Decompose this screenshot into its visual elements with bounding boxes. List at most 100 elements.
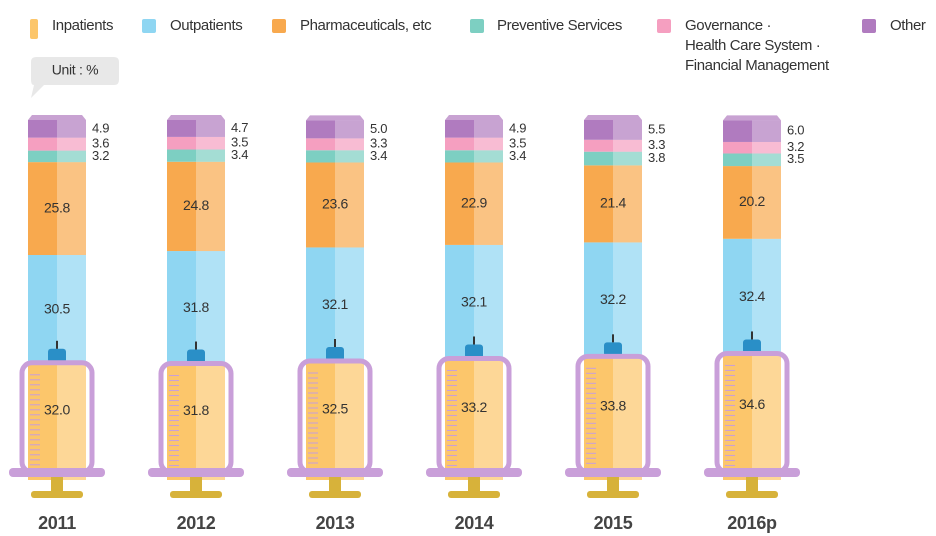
bar-highlight	[474, 120, 503, 138]
bar-highlight	[613, 242, 642, 359]
bar-highlight	[474, 150, 503, 163]
syringe-flange	[287, 468, 383, 477]
legend-swatch	[272, 19, 286, 33]
plunger-rod	[607, 477, 619, 491]
value-label: 20.2	[739, 193, 766, 209]
bar-highlight	[752, 141, 781, 154]
bar-highlight	[613, 139, 642, 152]
bar-segment	[723, 141, 781, 154]
bar-highlight	[474, 162, 503, 245]
x-tick-label: 2016p	[727, 513, 777, 533]
bar-highlight	[335, 363, 364, 480]
bar-segment	[584, 139, 642, 152]
plunger-plate	[587, 491, 639, 498]
bar-highlight	[613, 165, 642, 243]
x-tick-label: 2012	[177, 513, 216, 533]
bar-segment	[723, 153, 781, 167]
bar-highlight	[752, 238, 781, 356]
bar-segment	[584, 165, 642, 243]
syringe-flange	[148, 468, 244, 477]
bar-segment	[28, 150, 86, 163]
value-label: 4.9	[92, 120, 109, 135]
bar-segment	[445, 162, 503, 245]
value-label: 3.3	[648, 137, 665, 152]
bar-highlight	[752, 355, 781, 480]
bar-highlight	[196, 136, 225, 150]
legend-swatch	[470, 19, 484, 33]
bar-segment	[167, 136, 225, 150]
legend-label: Pharmaceuticals, etc	[300, 17, 432, 34]
bar-segment	[167, 161, 225, 252]
value-label: 32.1	[461, 293, 488, 309]
legend-label: Preventive Services	[497, 17, 622, 34]
plunger-rod	[468, 477, 480, 491]
value-label: 3.4	[370, 148, 387, 163]
bar-segment	[584, 120, 642, 140]
bar-cap	[445, 115, 503, 120]
bar-highlight	[474, 360, 503, 480]
value-label: 33.2	[461, 399, 488, 415]
legend-label: Governance · Health Care System · Financ…	[685, 17, 829, 74]
value-label: 32.0	[44, 402, 71, 418]
bar-segment	[28, 120, 86, 138]
bar-segment	[723, 166, 781, 239]
legend-swatch	[30, 19, 38, 39]
bar-highlight	[57, 120, 86, 138]
bar-highlight	[57, 255, 86, 365]
value-label: 4.7	[231, 120, 248, 135]
legend-label: Other	[890, 17, 926, 34]
bar-highlight	[752, 166, 781, 239]
bar-highlight	[335, 162, 364, 248]
bar-cap	[306, 115, 364, 121]
value-label: 5.5	[648, 121, 665, 136]
unit-note: Unit : %	[52, 62, 99, 78]
value-label: 5.0	[370, 121, 387, 136]
bar-segment	[306, 138, 364, 151]
plunger-plate	[726, 491, 778, 498]
bar-highlight	[196, 365, 225, 480]
value-label: 32.5	[322, 401, 349, 417]
value-label: 3.4	[509, 148, 526, 163]
bar-highlight	[196, 161, 225, 252]
legend-swatch	[142, 19, 156, 33]
value-label: 24.8	[183, 197, 210, 213]
bar-cap	[584, 115, 642, 120]
value-label: 31.8	[183, 402, 210, 418]
x-tick-label: 2014	[455, 513, 494, 533]
value-label: 23.6	[322, 196, 349, 212]
syringe-hub	[326, 347, 344, 361]
bar-highlight	[613, 358, 642, 480]
value-label: 3.2	[787, 139, 804, 154]
value-label: 32.4	[739, 288, 766, 304]
value-label: 3.5	[509, 135, 526, 150]
bar-segment	[723, 355, 781, 480]
bar-segment	[306, 120, 364, 139]
x-tick-label: 2015	[594, 513, 633, 533]
bar-segment	[584, 151, 642, 166]
value-label: 3.5	[231, 135, 248, 150]
bar-highlight	[335, 138, 364, 151]
plunger-rod	[190, 477, 202, 491]
value-label: 21.4	[600, 195, 627, 211]
plunger-plate	[309, 491, 361, 498]
syringe-flange	[426, 468, 522, 477]
value-label: 34.6	[739, 396, 766, 412]
legend-label: Inpatients	[52, 17, 114, 34]
bar-cap	[28, 115, 86, 120]
bar-segment	[723, 120, 781, 142]
value-label: 3.4	[231, 147, 248, 162]
value-label: 32.2	[600, 291, 627, 307]
plunger-plate	[170, 491, 222, 498]
bar-segment	[306, 150, 364, 163]
unit-callout	[31, 57, 119, 98]
legend-label: Outpatients	[170, 17, 243, 34]
value-label: 3.3	[370, 136, 387, 151]
bar-segment	[445, 120, 503, 138]
bar-highlight	[613, 151, 642, 166]
bar-highlight	[752, 120, 781, 142]
value-label: 3.8	[648, 150, 665, 165]
syringe-hub	[743, 339, 761, 354]
value-label: 32.1	[322, 296, 349, 312]
